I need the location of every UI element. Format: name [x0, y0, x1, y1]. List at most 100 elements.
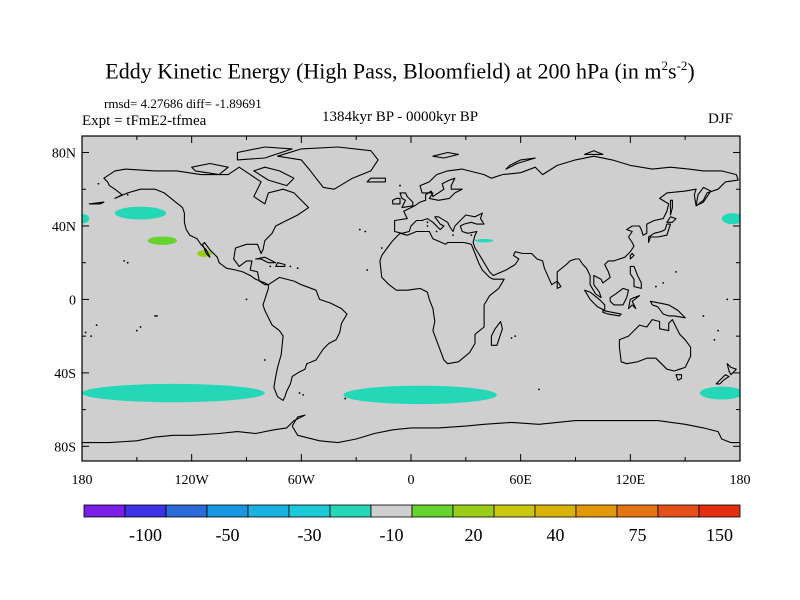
subtropical-pacific-positive-patch: [147, 236, 178, 245]
lon-label: 120E: [616, 473, 646, 488]
period-label: 1384kyr BP - 0000kyr BP: [322, 109, 479, 125]
colorbar-swatch: [124, 504, 167, 518]
axis-ticks: [81, 136, 741, 461]
coast-sulawesi: [627, 295, 641, 310]
colorbar-label: 40: [547, 525, 565, 545]
coast-novaya-zemlya: [505, 157, 536, 170]
island-dot: [245, 298, 248, 301]
lat-label: 80N: [52, 147, 76, 162]
island-dot: [713, 338, 716, 341]
colorbar-label: -100: [129, 525, 162, 545]
south-atlantic-negative-patch: [343, 385, 497, 405]
island-dot: [156, 315, 158, 317]
island-dot: [298, 392, 301, 394]
coast-philippines: [629, 265, 642, 289]
island-dot: [662, 281, 665, 284]
coast-africa: [379, 230, 505, 365]
island-dot: [90, 335, 93, 338]
island-dot: [717, 329, 719, 332]
colorbar-swatch: [206, 504, 249, 518]
season-label: DJF: [708, 111, 734, 127]
colorbar-swatch: [575, 504, 618, 518]
lon-label: 180: [730, 473, 751, 488]
coast-japan: [648, 223, 672, 244]
coast-australia: [618, 319, 692, 372]
island-dot: [269, 265, 272, 268]
coast-tasmania: [675, 374, 683, 381]
island-dot: [435, 230, 438, 233]
coast-victoria: [191, 162, 229, 176]
island-dot: [263, 359, 266, 361]
island-dot: [344, 397, 347, 400]
colorbar-swatch: [493, 504, 536, 518]
coast-south-america: [262, 276, 348, 401]
plot-title: Eddy Kinetic Energy (High Pass, Bloomfie…: [105, 58, 695, 84]
coast-svalbard: [432, 151, 460, 159]
colorbar-swatch: [698, 504, 741, 518]
coast-java: [602, 309, 622, 317]
island-dot: [126, 261, 129, 264]
colorbar-label: -10: [380, 525, 404, 545]
coast-cuba: [255, 256, 277, 264]
lon-label: 0: [408, 473, 415, 488]
north-pacific-negative-patch: [114, 206, 167, 220]
lon-label: 120W: [175, 473, 210, 488]
coast-baffin: [253, 166, 295, 187]
lat-label: 0: [69, 293, 76, 308]
island-dot: [123, 259, 125, 262]
island-dot: [426, 221, 429, 224]
island-dot: [702, 315, 705, 317]
coast-taiwan: [629, 252, 635, 260]
island-dot: [135, 329, 138, 332]
island-dot: [510, 337, 513, 339]
colorbar-swatch: [452, 504, 495, 518]
island-dot: [470, 234, 473, 237]
longitude-labels: 180 120W 60W 0 60E 120E 180: [72, 473, 751, 488]
colorbar-swatch: [616, 504, 659, 518]
colorbar-swatch: [370, 504, 413, 518]
coast-britain: [399, 192, 414, 209]
island-dot: [426, 225, 429, 227]
island-dot: [364, 230, 367, 233]
island-dot: [154, 315, 157, 317]
coast-sumatra: [584, 289, 606, 311]
lon-label: 60E: [509, 473, 532, 488]
colorbar-label: -30: [298, 525, 322, 545]
island-dot: [366, 269, 369, 271]
southern-ocean-dateline-negative-patch: [699, 386, 740, 400]
colorbar-swatch: [247, 504, 290, 518]
island-dot: [514, 335, 517, 338]
island-dot: [655, 285, 657, 288]
experiment-label: Expt = tFmE2-tfmea: [82, 113, 207, 129]
colorbar-swatch: [534, 504, 577, 518]
dateline-west-negative-patch: [82, 214, 90, 224]
island-dot: [296, 267, 299, 270]
west-pacific-negative-patch: [721, 213, 740, 225]
island-dot: [139, 326, 142, 328]
colorbar-label: 75: [629, 525, 647, 545]
colorbar: [83, 504, 741, 518]
south-pacific-negative-patch: [82, 383, 265, 403]
coast-ireland: [392, 197, 401, 205]
coast-north-america: [103, 166, 310, 286]
colorbar-swatch: [329, 504, 372, 518]
coast-greenland: [277, 146, 379, 190]
coast-ellesmere: [236, 146, 293, 161]
island-dot: [380, 247, 383, 249]
coast-hokkaido: [666, 216, 677, 223]
stats-text: rmsd= 4.27686 diff= -1.89691: [104, 96, 262, 111]
colorbar-label: 150: [706, 525, 733, 545]
coast-sakhalin: [669, 199, 673, 216]
colorbar-swatch: [165, 504, 208, 518]
lat-label: 40N: [52, 220, 76, 235]
island-dot: [126, 193, 129, 196]
island-dot: [289, 265, 292, 268]
island-dot: [452, 234, 454, 237]
coast-iceland: [366, 177, 386, 183]
colorbar-label: -50: [216, 525, 240, 545]
island-dot: [538, 388, 540, 391]
lon-label: 180: [72, 473, 93, 488]
island-dot: [399, 184, 401, 187]
island-dot: [675, 270, 677, 273]
